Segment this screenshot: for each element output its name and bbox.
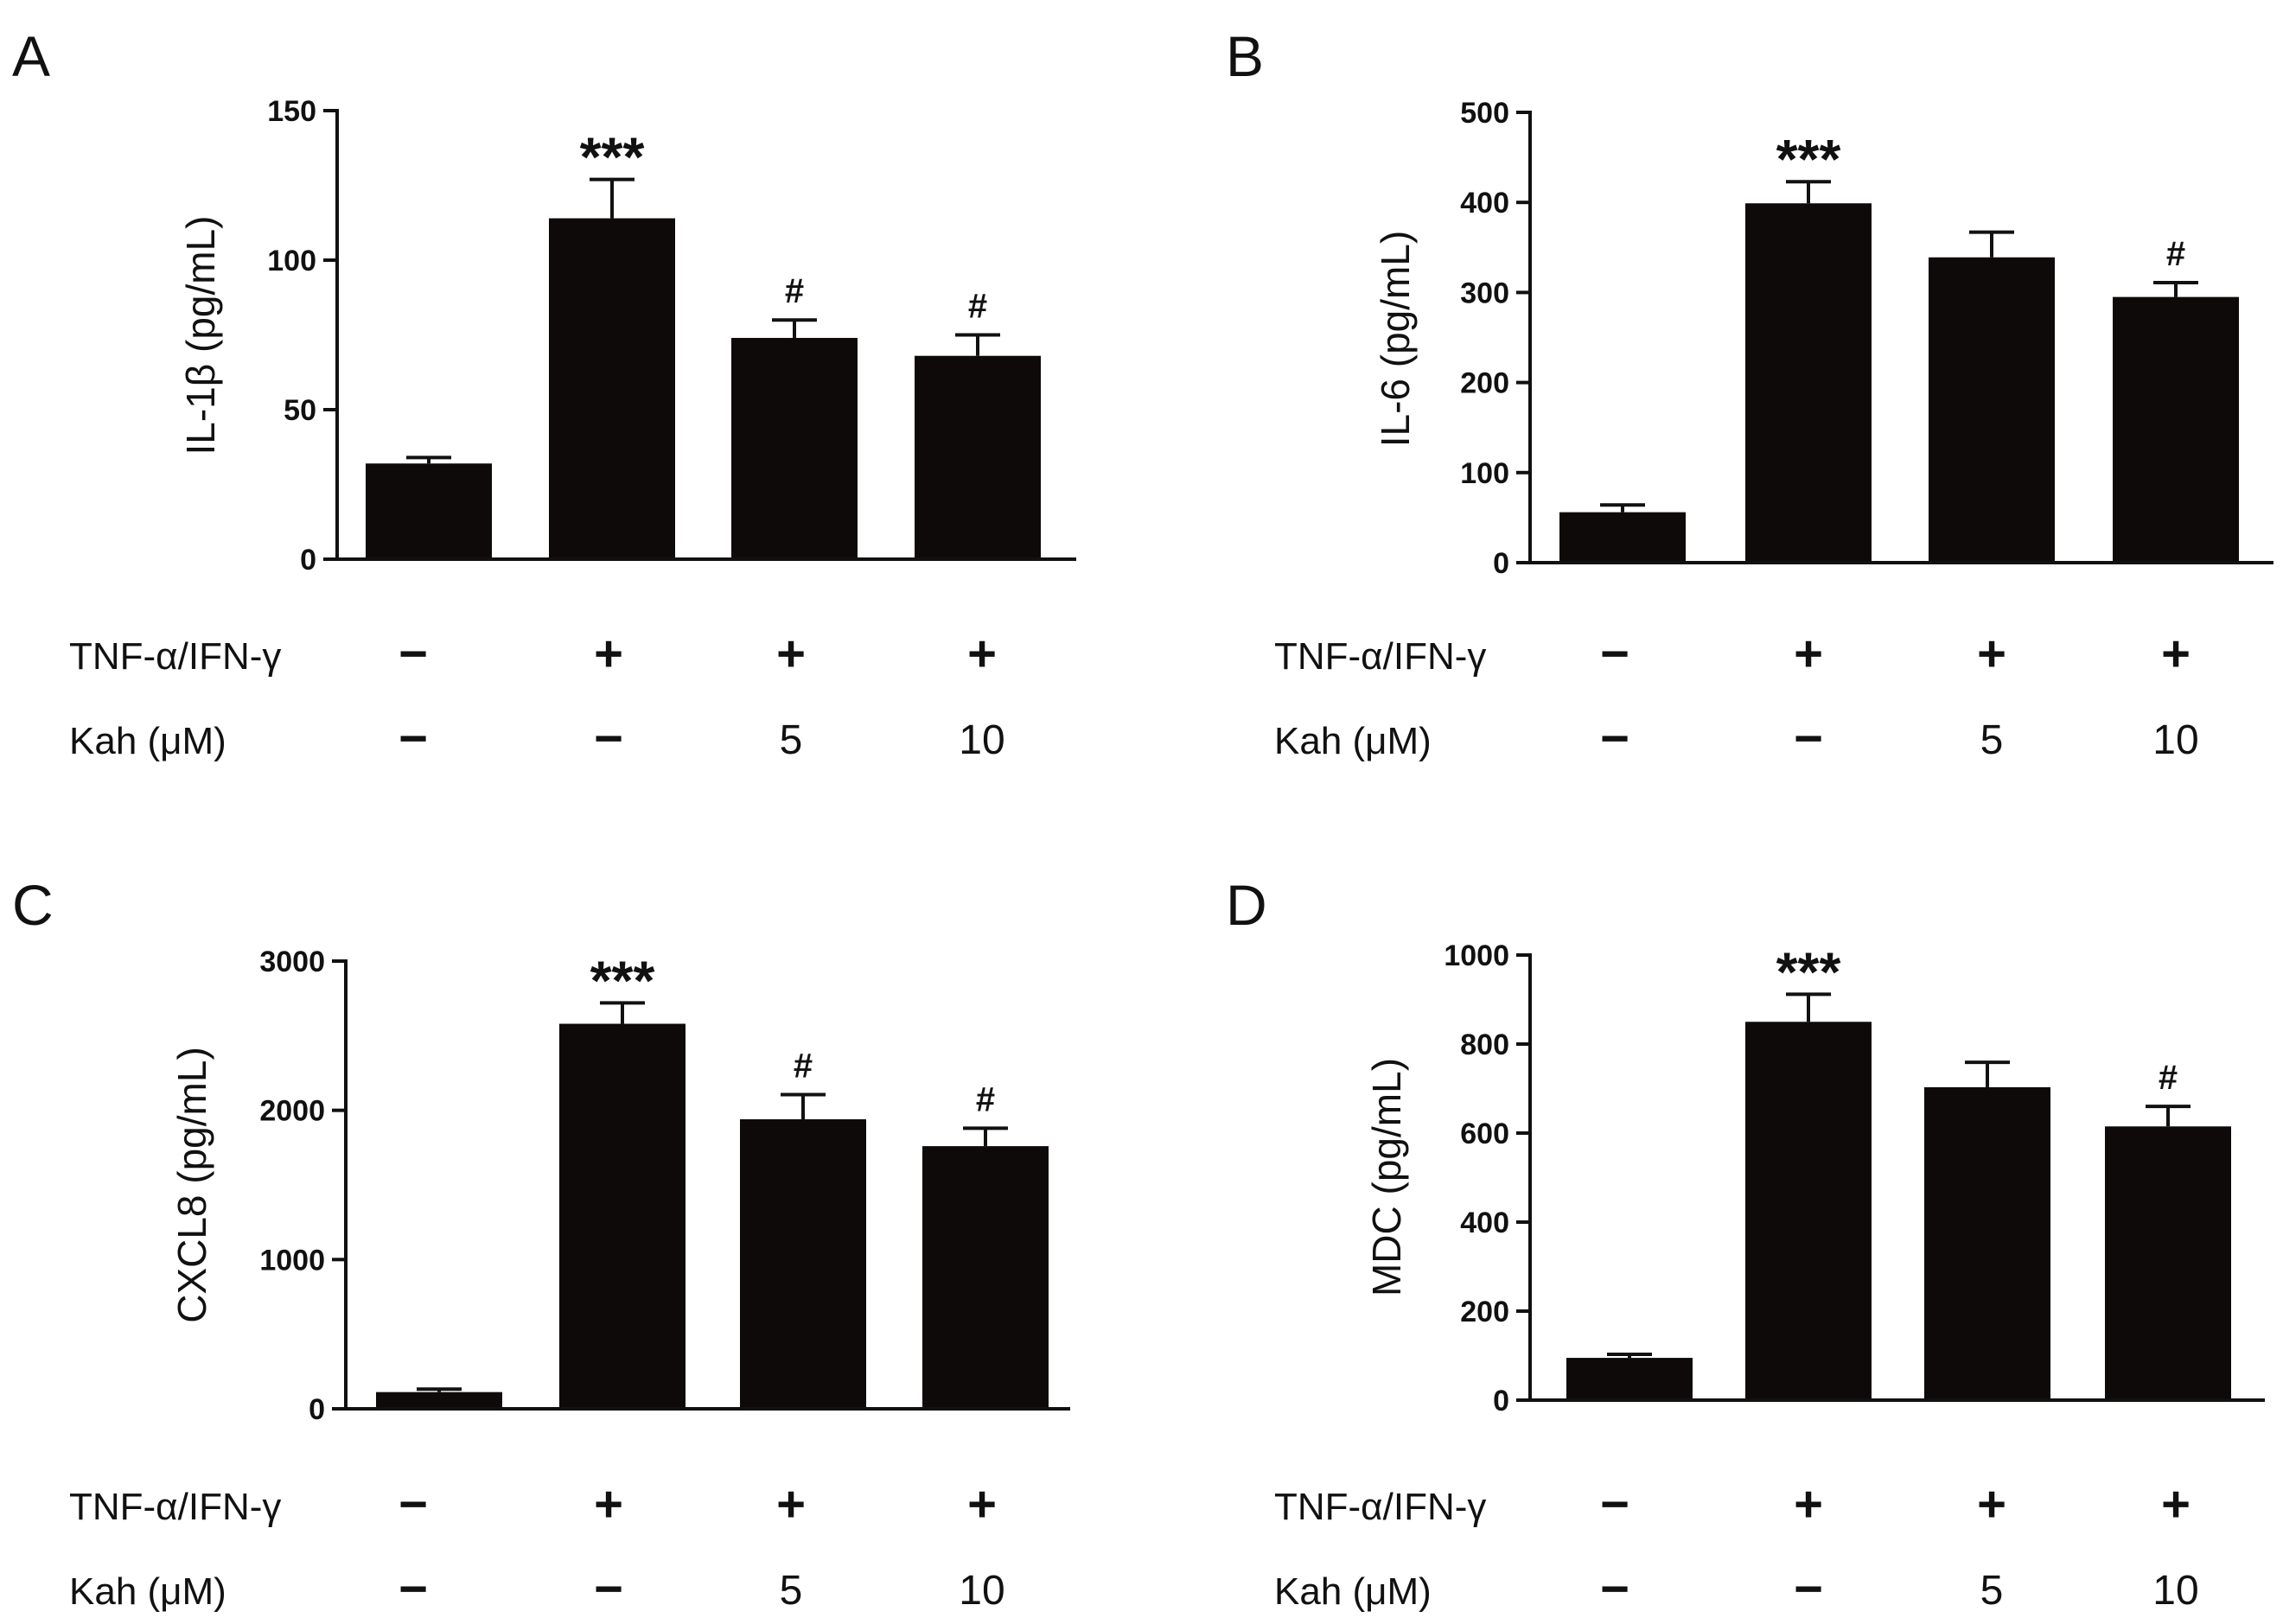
panel-a-row-1-value-2: 5: [780, 717, 803, 763]
panel-a-y-tick-label-1: 50: [284, 394, 316, 427]
panel-b-y-tick-label-0: 0: [1493, 547, 1509, 580]
panel-c-significance-1: ***: [590, 949, 655, 1011]
panel-b-row-label-1: Kah (μM): [1274, 720, 1432, 762]
panel-c-significance-3: #: [976, 1080, 995, 1118]
panel-d-bar-0: [1566, 1358, 1693, 1400]
panel-d-y-tick-label-2: 400: [1460, 1207, 1509, 1239]
panel-d-row-1-value-0: −: [1600, 1561, 1629, 1617]
panel-b-significance-1: ***: [1776, 128, 1841, 190]
panel-b-significance-3: #: [2166, 235, 2185, 273]
panel-d-row-0-value-1: +: [1794, 1476, 1823, 1532]
panel-a-significance-1: ***: [580, 126, 645, 188]
panel-c-row-0-value-2: +: [776, 1476, 806, 1532]
panel-b-bar-3: [2113, 296, 2239, 563]
panel-a-row-0-value-3: +: [967, 626, 997, 682]
panel-b-row-label-0: TNF-α/IFN-γ: [1274, 635, 1486, 678]
panel-a-row-0-value-1: +: [594, 626, 623, 682]
panel-a-significance-2: #: [785, 272, 804, 310]
panel-b-row-0-value-1: +: [1794, 626, 1823, 682]
panel-c-bar-0: [376, 1392, 502, 1409]
panel-c-row-1-value-3: 10: [959, 1568, 1004, 1614]
panel-c-y-tick-label-2: 2000: [259, 1095, 325, 1128]
panel-c-y-tick-label-3: 3000: [259, 946, 325, 978]
panel-c-row-0-value-3: +: [967, 1476, 997, 1532]
panel-a-row-1-value-0: −: [399, 710, 428, 767]
panel-b-y-tick-label-5: 500: [1460, 97, 1509, 130]
panel-a-bar-1: [549, 218, 675, 559]
panel-c-row-0-value-0: −: [399, 1476, 428, 1532]
panel-d-row-label-0: TNF-α/IFN-γ: [1274, 1486, 1486, 1528]
panel-d-y-tick-label-4: 800: [1460, 1029, 1509, 1061]
panel-b-bar-2: [1929, 257, 2055, 563]
panel-c-bar-1: [559, 1023, 686, 1409]
panel-d-bar-2: [1924, 1086, 2050, 1400]
panel-b-y-tick-label-1: 100: [1460, 457, 1509, 490]
panel-d-y-tick-label-3: 600: [1460, 1118, 1509, 1150]
panel-d-row-1-value-2: 5: [1980, 1568, 2004, 1614]
panel-d-y-tick-label-0: 0: [1493, 1385, 1509, 1417]
panel-a-bar-2: [731, 337, 858, 559]
panel-b-row-1-value-3: 10: [2152, 717, 2198, 763]
panel-d-row-1-value-1: −: [1794, 1561, 1823, 1617]
panel-d-row-label-1: Kah (μM): [1274, 1570, 1432, 1613]
panel-a-significance-3: #: [968, 288, 987, 326]
panel-d-significance-1: ***: [1776, 940, 1841, 1003]
panel-b-row-1-value-0: −: [1600, 710, 1629, 767]
panel-a-row-0-value-0: −: [399, 626, 428, 682]
panel-c-significance-2: #: [794, 1048, 813, 1086]
panel-b-row-1-value-1: −: [1794, 710, 1823, 767]
panel-d-bar-1: [1745, 1022, 1872, 1400]
panel-a-row-label-0: TNF-α/IFN-γ: [69, 635, 281, 678]
panel-a-bar-3: [915, 355, 1041, 559]
panel-d-y-tick-label-1: 200: [1460, 1296, 1509, 1328]
panel-a-row-0-value-2: +: [776, 626, 806, 682]
panel-d-row-0-value-3: +: [2161, 1476, 2191, 1532]
panel-d-row-0-value-2: +: [1977, 1476, 2006, 1532]
panel-d-letter: D: [1226, 873, 1267, 937]
panel-b-y-tick-label-2: 200: [1460, 367, 1509, 400]
panel-d-significance-3: #: [2159, 1059, 2178, 1097]
panel-d-row-1-value-3: 10: [2152, 1568, 2198, 1614]
panel-c-letter: C: [12, 873, 54, 937]
panel-c-row-0-value-1: +: [594, 1476, 623, 1532]
panel-a-y-tick-label-2: 100: [267, 245, 316, 277]
panel-b-bar-0: [1559, 512, 1686, 563]
panel-a-row-1-value-3: 10: [959, 717, 1004, 763]
panel-a-row-label-1: Kah (μM): [69, 720, 226, 762]
panel-c-row-1-value-1: −: [594, 1561, 623, 1617]
panel-a-bar-0: [366, 463, 492, 559]
panel-b-y-tick-label-4: 400: [1460, 187, 1509, 220]
panel-b-row-0-value-3: +: [2161, 626, 2191, 682]
panel-a-letter: A: [12, 24, 50, 88]
panel-c-bar-3: [922, 1146, 1049, 1409]
panel-b-y-axis-label: IL-6 (pg/mL): [1373, 231, 1418, 448]
panel-b-row-1-value-2: 5: [1980, 717, 2004, 763]
panel-b-row-0-value-2: +: [1977, 626, 2006, 682]
panel-b-letter: B: [1226, 24, 1264, 88]
panel-c-row-1-value-0: −: [399, 1561, 428, 1617]
panel-c-row-label-1: Kah (μM): [69, 1570, 226, 1613]
panel-d-y-axis-label: MDC (pg/mL): [1364, 1058, 1409, 1296]
panel-a-y-tick-label-3: 150: [267, 95, 316, 128]
panel-b-row-0-value-0: −: [1600, 626, 1629, 682]
panel-b-y-tick-label-3: 300: [1460, 277, 1509, 309]
panel-c-bar-2: [740, 1119, 866, 1409]
panel-d-row-0-value-0: −: [1600, 1476, 1629, 1532]
panel-c-row-1-value-2: 5: [780, 1568, 803, 1614]
panel-c-row-label-0: TNF-α/IFN-γ: [69, 1486, 281, 1528]
panel-b-bar-1: [1745, 203, 1872, 563]
panel-d-y-tick-label-5: 1000: [1444, 939, 1509, 972]
panel-c-y-axis-label: CXCL8 (pg/mL): [169, 1047, 214, 1323]
panel-a-y-axis-label: IL-1β (pg/mL): [178, 216, 223, 455]
panel-d-bar-3: [2105, 1126, 2231, 1400]
panel-c-y-tick-label-1: 1000: [259, 1244, 325, 1277]
panel-c-y-tick-label-0: 0: [309, 1393, 325, 1426]
panel-a-row-1-value-1: −: [594, 710, 623, 767]
panel-a-y-tick-label-0: 0: [300, 544, 316, 576]
